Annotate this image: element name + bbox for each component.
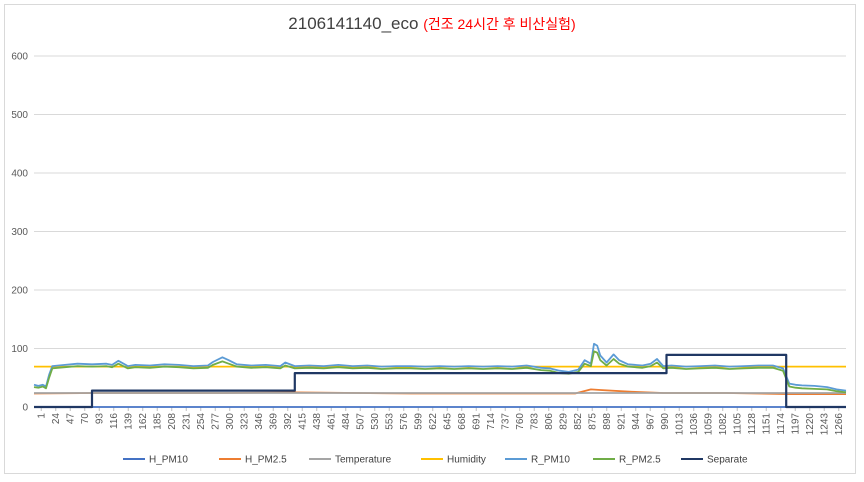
chart-subtitle: (건조 24시간 후 비산실험) (423, 16, 576, 32)
x-tick-label: 691 (471, 413, 482, 430)
chart-title: 2106141140_eco (건조 24시간 후 비산실험) (0, 14, 864, 34)
x-tick-label: 898 (602, 413, 613, 430)
x-tick-label: 622 (428, 413, 439, 430)
y-tick-label: 100 (11, 344, 28, 355)
series-line-r-pm2-5 (33, 350, 847, 394)
x-tick-label: 829 (558, 413, 569, 430)
x-tick-label: 714 (486, 413, 497, 430)
x-tick-label: 185 (152, 413, 163, 430)
x-tick-label: 231 (181, 413, 192, 430)
x-tick-label: 1197 (790, 413, 801, 435)
x-tick-label: 346 (254, 413, 265, 430)
x-tick-label: 806 (544, 413, 555, 430)
y-axis-ticks: 0 100 200 300 400 500 600 (11, 52, 28, 414)
series-lines (33, 342, 847, 409)
x-axis-ticks: 1 24 47 70 93 116 139 162 185 208 231 254 277 300 323 3… (36, 407, 845, 435)
chart-frame (4, 4, 856, 474)
series-line-r-pm10 (33, 342, 847, 392)
x-tick-label: 24 (51, 413, 62, 425)
x-tick-label: 737 (500, 413, 511, 430)
y-tick-label: 300 (11, 227, 28, 238)
x-tick-label: 599 (413, 413, 424, 430)
legend-label: Temperature (335, 455, 392, 466)
x-tick-label: 1 (36, 413, 47, 419)
x-tick-label: 760 (515, 413, 526, 430)
x-tick-label: 1013 (674, 413, 685, 436)
x-tick-label: 1082 (718, 413, 729, 436)
x-tick-label: 967 (645, 413, 656, 430)
x-tick-label: 783 (529, 413, 540, 430)
x-tick-label: 553 (384, 413, 395, 430)
x-tick-label: 507 (355, 413, 366, 430)
legend-label: H_PM10 (149, 455, 188, 466)
legend-label: R_PM10 (531, 455, 570, 466)
legend-label: H_PM2.5 (245, 455, 287, 466)
y-tick-label: 200 (11, 286, 28, 297)
x-tick-label: 1266 (834, 413, 845, 436)
x-tick-label: 208 (167, 413, 178, 430)
x-tick-label: 921 (616, 413, 627, 430)
x-tick-label: 93 (94, 413, 105, 425)
x-tick-label: 990 (660, 413, 671, 430)
x-tick-label: 369 (268, 413, 279, 430)
legend: H_PM10 H_PM2.5 Temperature Humidity R_PM10 R_… (123, 455, 748, 466)
x-tick-label: 323 (239, 413, 250, 430)
x-tick-label: 300 (225, 413, 236, 430)
x-tick-label: 852 (573, 413, 584, 430)
x-tick-label: 392 (283, 413, 294, 430)
x-tick-label: 70 (80, 413, 91, 425)
x-tick-label: 47 (65, 413, 76, 425)
x-tick-label: 254 (196, 413, 207, 430)
legend-label: R_PM2.5 (619, 455, 661, 466)
legend-label: Separate (707, 455, 748, 466)
x-tick-label: 668 (457, 413, 468, 430)
x-tick-label: 277 (210, 413, 221, 430)
x-tick-label: 162 (138, 413, 149, 430)
x-tick-label: 116 (109, 413, 120, 429)
x-tick-label: 1036 (689, 413, 700, 436)
y-tick-label: 0 (22, 403, 28, 414)
y-tick-label: 600 (11, 52, 28, 63)
x-tick-label: 1128 (747, 413, 758, 435)
y-tick-label: 400 (11, 169, 28, 180)
x-tick-label: 875 (587, 413, 598, 430)
y-tick-label: 500 (11, 110, 28, 121)
chart-title-main: 2106141140_eco (288, 14, 419, 33)
x-tick-label: 1220 (805, 413, 816, 436)
x-tick-label: 1151 (761, 413, 772, 435)
x-tick-label: 1174 (776, 413, 787, 435)
legend-label: Humidity (447, 455, 486, 466)
x-tick-label: 139 (123, 413, 134, 430)
x-tick-label: 944 (631, 413, 642, 430)
x-tick-label: 530 (370, 413, 381, 430)
x-tick-label: 438 (312, 413, 323, 430)
x-tick-label: 645 (442, 413, 453, 430)
x-tick-label: 461 (326, 413, 337, 430)
x-tick-label: 484 (341, 413, 352, 430)
x-tick-label: 1059 (703, 413, 714, 436)
x-tick-label: 1243 (819, 413, 830, 436)
x-tick-label: 1105 (732, 413, 743, 435)
x-tick-label: 576 (399, 413, 410, 430)
series-line-separate (34, 353, 846, 409)
x-tick-label: 415 (297, 413, 308, 430)
